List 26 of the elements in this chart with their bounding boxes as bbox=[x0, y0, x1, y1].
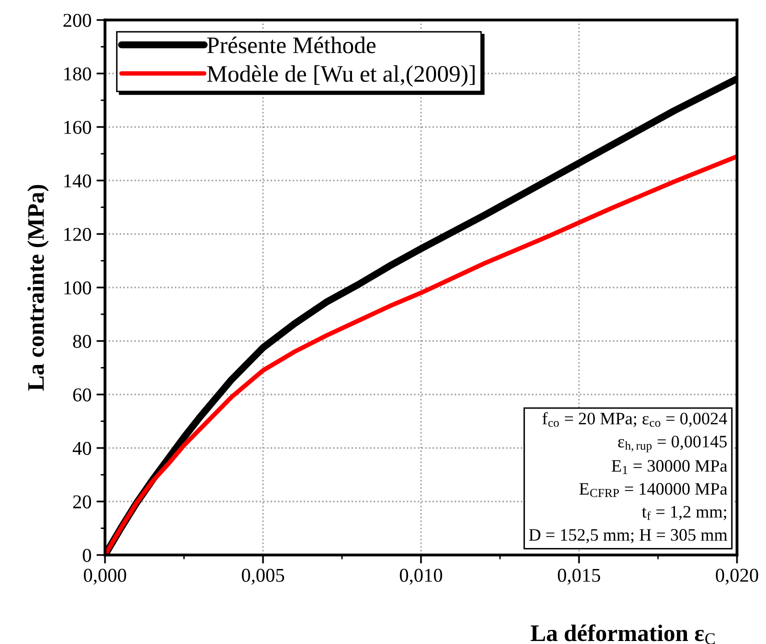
y-tick-label: 40 bbox=[72, 442, 92, 455]
y-tick-label: 160 bbox=[64, 120, 92, 134]
legend-label: Modèle de [Wu et al,(2009)] bbox=[207, 65, 475, 87]
x-tick-label: 0,010 bbox=[400, 568, 442, 585]
x-tick-label: 0,020 bbox=[716, 568, 758, 585]
x-tick-label: 0,005 bbox=[242, 568, 284, 585]
y-tick-label: 80 bbox=[73, 334, 92, 348]
annotation: E$_{1}$ = 30000 MPa bbox=[612, 460, 728, 474]
annotation: D = 152,5 mm; H = 305 mm bbox=[529, 529, 728, 544]
x-tick-label: 0,000 bbox=[84, 568, 126, 585]
annotation: ε$_{h,rup}$ = 0,00145 bbox=[618, 436, 727, 452]
y-tick-label: 100 bbox=[64, 281, 92, 294]
annotation: f$_{co}$ = 20 MPa; ε$_{co}$ = 0,0024 bbox=[542, 412, 728, 427]
y-tick-label: 60 bbox=[73, 388, 92, 402]
x-axis-title: La déformation ε$_{C}$ bbox=[530, 624, 715, 644]
y-tick-label: 180 bbox=[64, 67, 92, 80]
x-tick-label: 0,015 bbox=[558, 568, 600, 585]
y-tick-label: 0 bbox=[82, 548, 92, 562]
y-tick-label: 20 bbox=[73, 495, 92, 508]
y-axis-title: La contrainte (MPa) bbox=[27, 184, 49, 391]
y-tick-label: 140 bbox=[64, 174, 92, 188]
annotation: E$_{CFRP}$ = 140000 MPa bbox=[579, 483, 728, 498]
y-tick-label: 200 bbox=[63, 14, 92, 27]
y-tick-label: 120 bbox=[64, 228, 92, 241]
annotation: t$_{f}$ = 1,2 mm; bbox=[642, 506, 726, 520]
legend-label: Présente Méthode bbox=[207, 36, 376, 54]
